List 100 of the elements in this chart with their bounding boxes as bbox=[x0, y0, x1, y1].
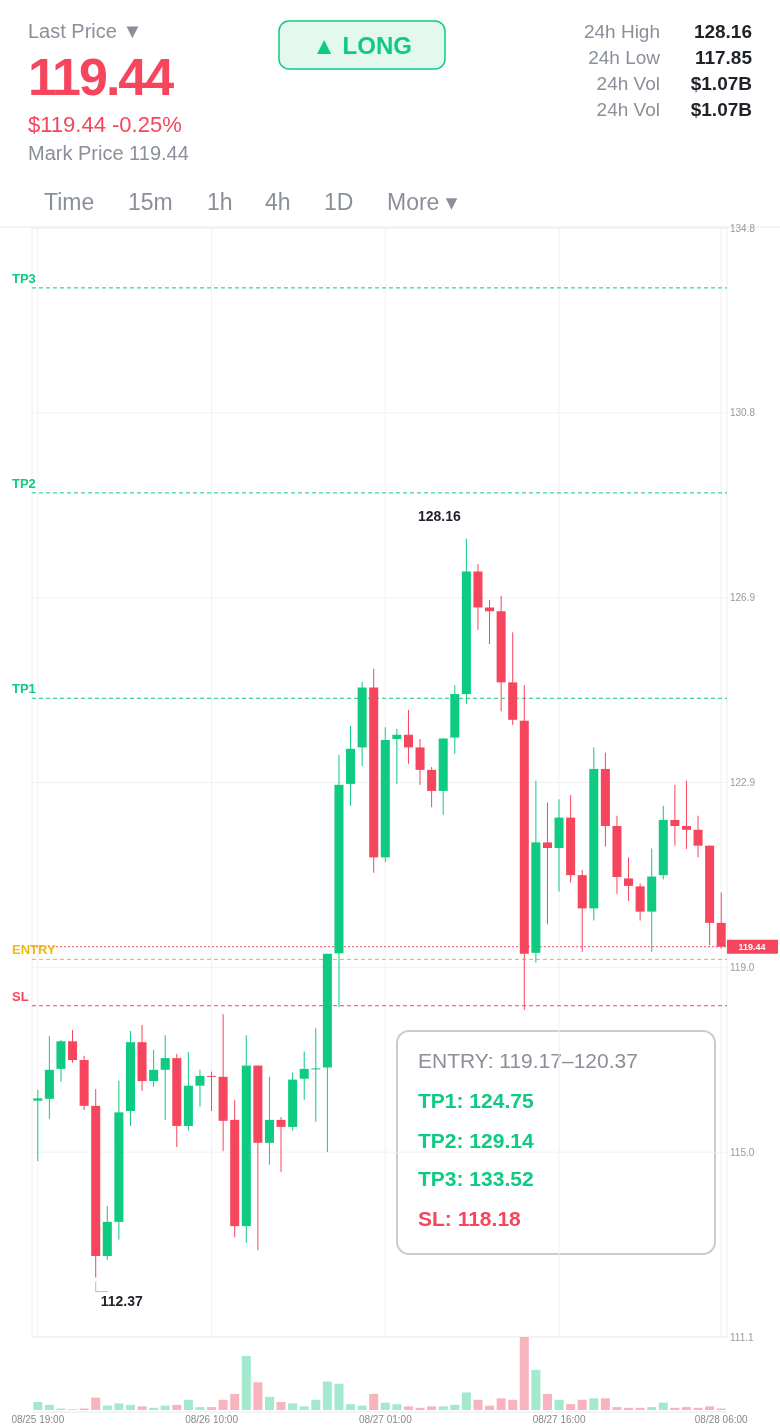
bar bbox=[218, 1399, 228, 1410]
bar bbox=[589, 1398, 599, 1410]
text: ▲ LONG bbox=[312, 32, 412, 59]
y-tick-label: 115.0 bbox=[730, 1146, 755, 1158]
candlestick bbox=[207, 1071, 217, 1112]
y-tick-label: 126.9 bbox=[730, 592, 756, 604]
annotation: TP3: 133.52 bbox=[418, 1167, 534, 1190]
text: Mark Price 119.44 bbox=[28, 142, 189, 164]
ref-line-label: TP1 bbox=[12, 681, 36, 697]
text: 24h High bbox=[583, 21, 660, 42]
bar bbox=[311, 1399, 321, 1410]
bar bbox=[600, 1398, 610, 1410]
candlestick bbox=[670, 784, 680, 847]
ref-line-label: 119.44 bbox=[738, 941, 766, 952]
bar bbox=[114, 1403, 124, 1410]
bar bbox=[542, 1393, 552, 1410]
bar bbox=[91, 1397, 101, 1410]
bar bbox=[102, 1405, 112, 1410]
bar bbox=[125, 1404, 135, 1410]
text: $1.07B bbox=[690, 73, 752, 94]
bar bbox=[380, 1402, 390, 1410]
candlestick bbox=[299, 1051, 309, 1101]
ref-line-label: TP3 bbox=[12, 270, 36, 286]
bar bbox=[137, 1406, 147, 1410]
candlestick bbox=[427, 766, 437, 808]
bar bbox=[508, 1399, 518, 1410]
y-tick-label: 111.1 bbox=[730, 1331, 754, 1343]
annotation: 128.16 bbox=[417, 507, 461, 524]
bar bbox=[392, 1404, 402, 1410]
text: $1.07B bbox=[690, 99, 752, 120]
candlestick bbox=[195, 1069, 205, 1108]
candlestick bbox=[693, 815, 703, 858]
text: 1D bbox=[324, 189, 354, 215]
bar bbox=[473, 1399, 483, 1410]
annotation: SL: 118.18 bbox=[418, 1207, 522, 1230]
x-tick-label: 08/27 16:00 bbox=[532, 1414, 586, 1425]
x-tick-label: 08/26 10:00 bbox=[185, 1414, 239, 1425]
candlestick bbox=[542, 802, 552, 925]
bar bbox=[264, 1396, 274, 1410]
text: More ▾ bbox=[387, 189, 458, 215]
x-tick-label: 08/25 19:00 bbox=[11, 1414, 65, 1425]
candlestick bbox=[403, 709, 413, 765]
annotation: 112.37 bbox=[100, 1292, 143, 1309]
annotation: TP2: 129.14 bbox=[418, 1129, 534, 1152]
bar bbox=[288, 1403, 298, 1410]
bar bbox=[415, 1407, 425, 1410]
bar bbox=[635, 1407, 645, 1410]
y-tick-label: 122.9 bbox=[730, 777, 756, 788]
text: 119.44 bbox=[28, 48, 175, 106]
bar bbox=[357, 1405, 367, 1410]
bar bbox=[334, 1383, 344, 1410]
text: 117.85 bbox=[694, 47, 753, 68]
bar bbox=[322, 1381, 332, 1410]
bar bbox=[33, 1401, 43, 1410]
bar bbox=[519, 1337, 529, 1410]
bar bbox=[554, 1399, 564, 1410]
text: 128.16 bbox=[693, 21, 752, 42]
bar bbox=[149, 1407, 159, 1410]
bar bbox=[531, 1369, 541, 1410]
bar bbox=[566, 1404, 576, 1410]
bar bbox=[183, 1399, 193, 1410]
text: 24h Vol bbox=[596, 99, 660, 120]
bar bbox=[496, 1398, 506, 1410]
text: 4h bbox=[265, 189, 291, 215]
bar bbox=[230, 1393, 240, 1410]
text: $119.44 -0.25% bbox=[28, 112, 182, 137]
candlestick bbox=[264, 1076, 274, 1166]
candlestick bbox=[160, 1034, 170, 1121]
bar bbox=[461, 1392, 471, 1410]
bar bbox=[647, 1407, 657, 1410]
candlestick bbox=[33, 1089, 43, 1162]
bar bbox=[670, 1407, 680, 1410]
bar bbox=[241, 1355, 251, 1410]
text: Time bbox=[44, 189, 95, 215]
candlestick bbox=[68, 1029, 78, 1064]
bar bbox=[253, 1382, 263, 1410]
text: Last Price ▼ bbox=[28, 20, 143, 42]
bar bbox=[160, 1405, 170, 1410]
text: 1h bbox=[207, 189, 233, 215]
bar bbox=[438, 1406, 448, 1410]
candlestick bbox=[624, 856, 634, 902]
bar bbox=[276, 1401, 286, 1410]
ref-line-label: ENTRY bbox=[12, 942, 56, 958]
x-tick-label: 08/27 01:00 bbox=[358, 1414, 413, 1425]
candlestick bbox=[149, 1049, 159, 1088]
candlestick bbox=[276, 1116, 286, 1173]
ref-line-label: SL bbox=[12, 988, 29, 1004]
candlestick bbox=[485, 599, 495, 645]
bar bbox=[195, 1407, 205, 1410]
bar bbox=[427, 1406, 437, 1410]
annotation: TP1: 124.75 bbox=[418, 1089, 534, 1112]
candlestick bbox=[681, 780, 691, 850]
y-tick-label: 119.0 bbox=[730, 961, 755, 973]
bar bbox=[693, 1407, 703, 1410]
bar bbox=[207, 1407, 217, 1410]
bar bbox=[299, 1406, 309, 1410]
bar bbox=[577, 1399, 587, 1410]
bar bbox=[450, 1404, 460, 1410]
ref-line-label: TP2 bbox=[12, 475, 36, 491]
bar bbox=[369, 1393, 379, 1410]
